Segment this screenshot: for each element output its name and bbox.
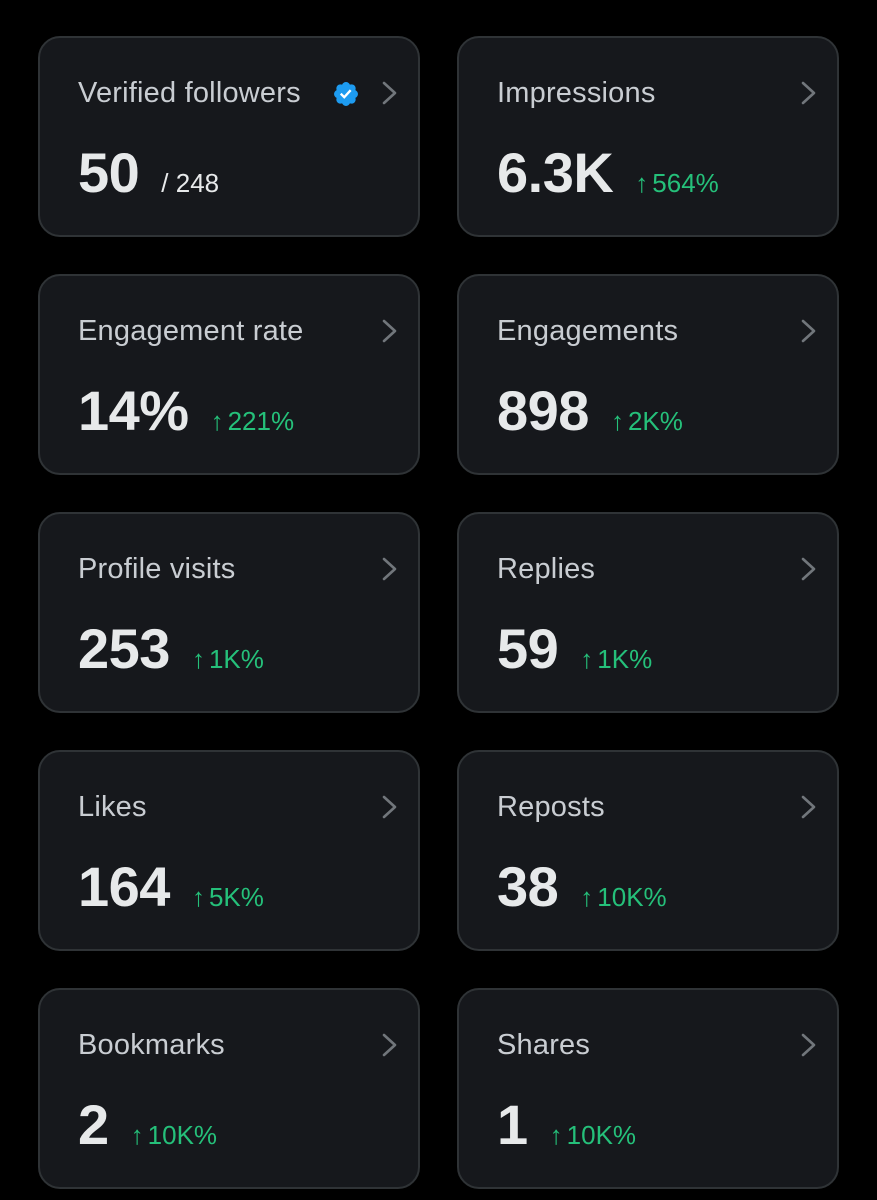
change-value: 564%: [652, 168, 719, 198]
value-row: 14% ↑ 221%: [78, 383, 294, 439]
card-engagement-rate[interactable]: Engagement rate 14% ↑ 221%: [38, 274, 420, 475]
metric-value: 253: [78, 617, 170, 680]
arrow-up-icon: ↑: [580, 882, 594, 912]
chevron-right-icon[interactable]: [799, 556, 819, 582]
card-reposts[interactable]: Reposts 38 ↑ 10K%: [457, 750, 839, 951]
card-replies[interactable]: Replies 59 ↑ 1K%: [457, 512, 839, 713]
arrow-up-icon: ↑: [130, 1120, 144, 1150]
metric-change: ↑ 10K%: [580, 882, 666, 913]
change-value: 1K%: [597, 644, 653, 674]
metric-value: 6.3K: [497, 141, 614, 204]
metric-change: ↑ 10K%: [550, 1120, 636, 1151]
value-row: 59 ↑ 1K%: [497, 621, 652, 677]
change-value: 10K%: [566, 1120, 637, 1150]
metric-value: 164: [78, 855, 170, 918]
metric-value: 59: [497, 617, 559, 680]
arrow-up-icon: ↑: [610, 406, 624, 436]
card-bookmarks[interactable]: Bookmarks 2 ↑ 10K%: [38, 988, 420, 1189]
value-row: 2 ↑ 10K%: [78, 1097, 217, 1153]
chevron-right-icon[interactable]: [799, 1032, 819, 1058]
card-title: Shares: [497, 1029, 591, 1061]
card-impressions[interactable]: Impressions 6.3K ↑ 564%: [457, 36, 839, 237]
chevron-right-icon[interactable]: [380, 556, 400, 582]
metrics-grid: Verified followers 50 / 248 Impressions …: [38, 36, 839, 1189]
value-row: 1 ↑ 10K%: [497, 1097, 636, 1153]
value-row: 253 ↑ 1K%: [78, 621, 264, 677]
card-title: Likes: [78, 791, 147, 823]
change-value: 221%: [227, 406, 295, 436]
card-engagements[interactable]: Engagements 898 ↑ 2K%: [457, 274, 839, 475]
card-likes[interactable]: Likes 164 ↑ 5K%: [38, 750, 420, 951]
arrow-up-icon: ↑: [191, 644, 205, 674]
value-row: 898 ↑ 2K%: [497, 383, 683, 439]
card-title: Replies: [497, 553, 596, 585]
change-value: 1K%: [208, 644, 264, 674]
metric-total: / 248: [161, 168, 220, 198]
chevron-right-icon[interactable]: [799, 80, 819, 106]
metric-change: ↑ 221%: [211, 406, 295, 437]
chevron-right-icon[interactable]: [380, 794, 400, 820]
card-title: Engagements: [497, 315, 679, 347]
card-profile-visits[interactable]: Profile visits 253 ↑ 1K%: [38, 512, 420, 713]
metric-change: ↑ 1K%: [192, 644, 264, 675]
arrow-up-icon: ↑: [580, 644, 594, 674]
change-value: 10K%: [147, 1120, 218, 1150]
metric-value: 898: [497, 379, 589, 442]
value-row: 6.3K ↑ 564%: [497, 145, 719, 201]
chevron-right-icon[interactable]: [380, 1032, 400, 1058]
chevron-right-icon[interactable]: [799, 318, 819, 344]
card-title: Bookmarks: [78, 1029, 225, 1061]
card-title: Reposts: [497, 791, 605, 823]
metric-value: 50: [78, 141, 140, 204]
arrow-up-icon: ↑: [210, 406, 224, 436]
card-title: Engagement rate: [78, 315, 304, 347]
card-title: Impressions: [497, 77, 656, 109]
card-verified-followers[interactable]: Verified followers 50 / 248: [38, 36, 420, 237]
metric-change: ↑ 564%: [635, 168, 719, 199]
chevron-right-icon[interactable]: [380, 80, 400, 106]
metric-change: ↑ 2K%: [611, 406, 683, 437]
arrow-up-icon: ↑: [635, 168, 649, 198]
value-row: 164 ↑ 5K%: [78, 859, 264, 915]
metric-change: ↑ 5K%: [192, 882, 264, 913]
metric-value: 2: [78, 1093, 109, 1156]
card-shares[interactable]: Shares 1 ↑ 10K%: [457, 988, 839, 1189]
metric-change: ↑ 1K%: [580, 644, 652, 675]
verified-badge-icon: [334, 82, 358, 106]
chevron-right-icon[interactable]: [380, 318, 400, 344]
metric-value: 14%: [78, 379, 189, 442]
metric-value: 38: [497, 855, 559, 918]
metric-value: 1: [497, 1093, 528, 1156]
value-row: 50 / 248: [78, 145, 219, 201]
arrow-up-icon: ↑: [191, 882, 205, 912]
change-value: 10K%: [597, 882, 667, 912]
card-title: Profile visits: [78, 553, 236, 585]
metric-change: ↑ 10K%: [131, 1120, 217, 1151]
chevron-right-icon[interactable]: [799, 794, 819, 820]
change-value: 2K%: [627, 406, 683, 436]
value-row: 38 ↑ 10K%: [497, 859, 667, 915]
change-value: 5K%: [208, 882, 264, 912]
card-title: Verified followers: [78, 77, 301, 109]
arrow-up-icon: ↑: [549, 1120, 563, 1150]
